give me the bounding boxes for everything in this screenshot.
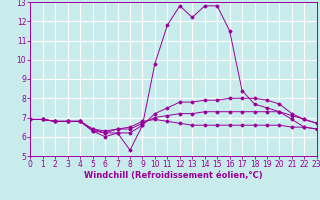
X-axis label: Windchill (Refroidissement éolien,°C): Windchill (Refroidissement éolien,°C) (84, 171, 263, 180)
